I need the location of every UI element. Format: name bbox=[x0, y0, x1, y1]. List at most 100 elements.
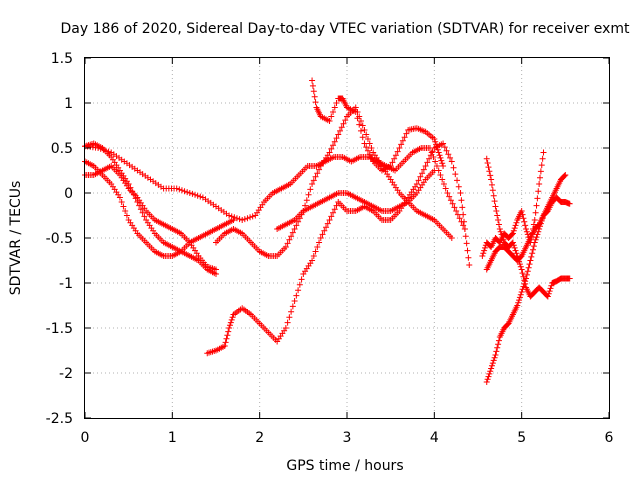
data-point bbox=[493, 348, 500, 355]
data-point bbox=[314, 170, 321, 177]
data-point bbox=[356, 121, 363, 128]
x-tick-label: 6 bbox=[605, 430, 614, 446]
data-point bbox=[357, 127, 364, 134]
data-point bbox=[366, 151, 373, 158]
data-point bbox=[184, 189, 191, 196]
data-point bbox=[230, 217, 237, 223]
data-point bbox=[432, 158, 439, 165]
data-point bbox=[509, 230, 516, 237]
data-point bbox=[227, 319, 234, 326]
data-point bbox=[363, 144, 370, 151]
data-point bbox=[116, 194, 123, 201]
data-point bbox=[487, 368, 494, 375]
data-points bbox=[82, 77, 573, 385]
data-point bbox=[284, 319, 291, 326]
chart-title: Day 186 of 2020, Sidereal Day-to-day VTE… bbox=[61, 21, 631, 37]
data-point bbox=[359, 134, 366, 141]
data-point bbox=[535, 188, 542, 195]
series-track-8 bbox=[274, 167, 438, 232]
y-tick-label: 1.5 bbox=[51, 51, 73, 67]
data-point bbox=[97, 145, 104, 152]
y-tick-label: 0.5 bbox=[51, 141, 73, 157]
data-point bbox=[487, 172, 494, 179]
data-point bbox=[456, 215, 463, 222]
data-point bbox=[520, 273, 527, 280]
data-point bbox=[446, 193, 453, 200]
x-tick-label: 5 bbox=[517, 430, 526, 446]
series-track-4 bbox=[82, 143, 468, 232]
x-tick-label: 3 bbox=[343, 430, 352, 446]
data-point bbox=[485, 373, 492, 380]
data-point bbox=[226, 212, 233, 219]
data-point bbox=[465, 254, 472, 261]
data-point bbox=[437, 172, 444, 178]
data-point bbox=[233, 215, 240, 222]
data-point bbox=[492, 352, 499, 358]
data-point bbox=[566, 200, 573, 207]
data-point bbox=[310, 253, 317, 259]
data-point bbox=[491, 354, 498, 361]
data-point bbox=[532, 236, 539, 243]
data-point bbox=[488, 362, 495, 369]
data-point bbox=[316, 239, 323, 246]
data-point bbox=[392, 152, 399, 159]
series-track-2 bbox=[82, 158, 237, 259]
data-point bbox=[403, 130, 410, 137]
data-point bbox=[197, 193, 204, 200]
data-point bbox=[338, 124, 345, 131]
data-point bbox=[461, 218, 468, 225]
data-point bbox=[296, 281, 303, 288]
data-point bbox=[434, 146, 441, 153]
data-point bbox=[448, 235, 455, 241]
data-point bbox=[141, 213, 148, 220]
data-point bbox=[95, 145, 102, 151]
data-point bbox=[441, 144, 448, 151]
data-point bbox=[309, 257, 316, 264]
data-point bbox=[515, 299, 522, 306]
data-point bbox=[522, 280, 529, 287]
data-point bbox=[511, 244, 518, 251]
data-point bbox=[123, 212, 130, 219]
data-point bbox=[488, 176, 495, 183]
data-point bbox=[536, 181, 543, 187]
data-point bbox=[312, 173, 319, 180]
data-point bbox=[530, 243, 537, 250]
data-point bbox=[415, 177, 422, 184]
data-point bbox=[483, 155, 490, 162]
data-point bbox=[458, 197, 465, 204]
data-point bbox=[516, 261, 523, 268]
data-point bbox=[366, 140, 373, 147]
data-point bbox=[424, 159, 431, 166]
data-point bbox=[519, 211, 526, 218]
data-point bbox=[532, 209, 539, 216]
data-point bbox=[391, 155, 398, 162]
data-point bbox=[513, 219, 520, 226]
data-point bbox=[307, 186, 314, 193]
data-point bbox=[533, 234, 540, 241]
data-point bbox=[120, 203, 127, 210]
data-point bbox=[213, 266, 219, 273]
y-tick-label: 1 bbox=[64, 96, 73, 112]
data-point bbox=[491, 198, 498, 205]
data-point bbox=[518, 208, 525, 214]
data-point bbox=[221, 343, 228, 349]
data-point bbox=[178, 187, 185, 194]
x-tick-label: 4 bbox=[430, 430, 439, 446]
data-point bbox=[282, 325, 289, 331]
data-point bbox=[488, 365, 495, 372]
data-point bbox=[102, 147, 109, 154]
data-point bbox=[495, 341, 502, 348]
data-point bbox=[514, 302, 521, 309]
data-point bbox=[519, 270, 526, 277]
data-point bbox=[324, 220, 331, 227]
data-point bbox=[496, 226, 503, 232]
data-point bbox=[340, 120, 347, 127]
data-point bbox=[438, 157, 445, 164]
y-tick-label: -0.5 bbox=[46, 231, 73, 247]
data-point bbox=[533, 202, 540, 209]
data-point bbox=[516, 294, 523, 301]
data-point bbox=[236, 216, 243, 223]
data-point bbox=[439, 160, 446, 167]
x-axis-label: GPS time / hours bbox=[286, 458, 403, 474]
data-point bbox=[249, 213, 256, 220]
